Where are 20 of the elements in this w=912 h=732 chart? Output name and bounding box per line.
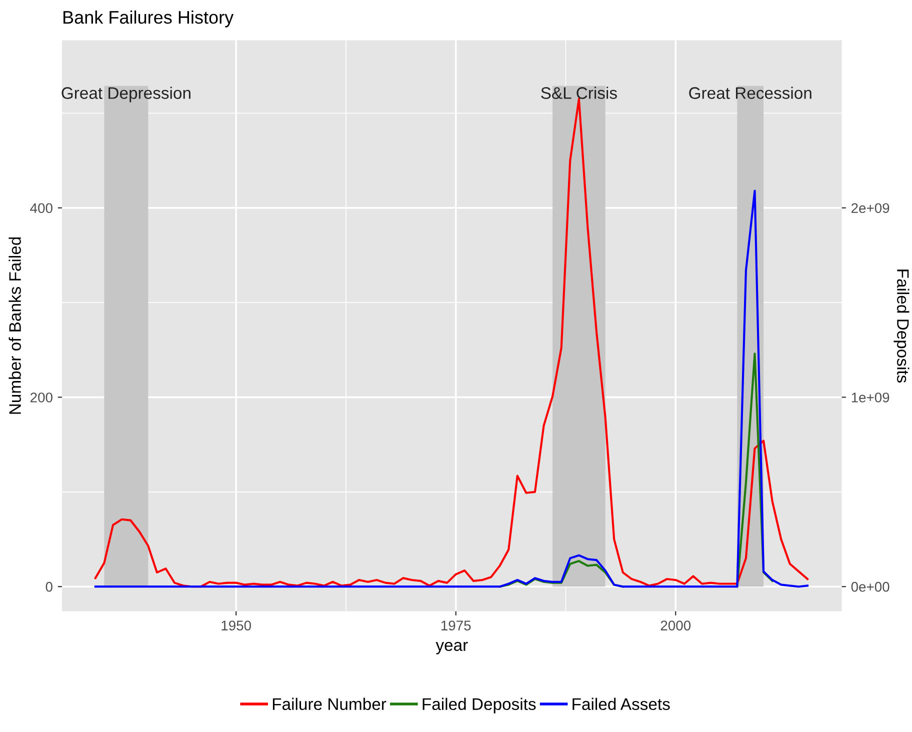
y-axis-title: Number of Banks Failed [8,237,21,414]
y2-axis-title: Failed Deposits [894,270,910,383]
band-label: S&L Crisis [541,86,617,99]
legend-label: Failed Deposits [422,698,536,714]
band-label: Great Recession [689,86,812,99]
y-tick-label: 0 [46,582,52,592]
band-label: Great Depression [62,86,190,102]
legend-label: Failed Assets [572,698,670,710]
chart-title: Bank Failures History [63,10,234,28]
y2-tick-label: 1e+09 [852,392,890,402]
y2-tick-label: 0e+00 [851,582,890,592]
x-tick-label: 1950 [222,620,251,630]
y2-tick-label: 2e+09 [852,203,890,214]
y-tick-label: 200 [30,392,52,402]
x-axis-title: year [436,642,468,654]
line-series [94,190,809,588]
legend-label: Failure Number [272,698,386,710]
y-tick-label: 400 [30,203,52,214]
x-tick-label: 1975 [441,620,471,630]
x-tick-label: 2000 [660,620,691,630]
